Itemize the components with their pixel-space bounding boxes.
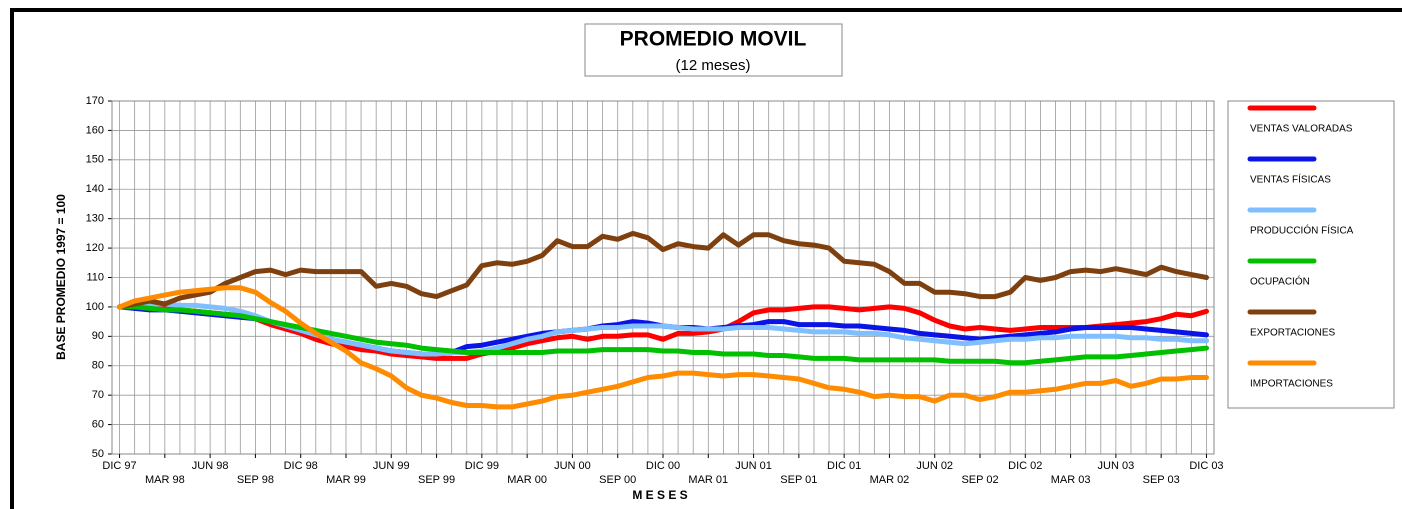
legend-label: EXPORTACIONES: [1250, 328, 1336, 339]
y-tick-label: 70: [92, 389, 104, 401]
legend-label: IMPORTACIONES: [1250, 379, 1333, 390]
x-tick-label: JUN 02: [916, 460, 953, 472]
legend-box: [1227, 100, 1395, 409]
x-tick-label: DIC 99: [465, 460, 499, 472]
y-tick-label: 160: [86, 124, 104, 136]
x-tick-label: MAR 98: [145, 474, 185, 486]
y-tick-label: 100: [86, 301, 104, 313]
x-tick-label: DIC 03: [1189, 460, 1223, 472]
y-tick-label: 130: [86, 213, 104, 225]
y-tick-label: 60: [92, 418, 104, 430]
legend-label: PRODUCCIÓN FÍSICA: [1250, 224, 1354, 237]
x-tick-label: MAR 99: [326, 474, 366, 486]
x-tick-label: SEP 98: [237, 474, 274, 486]
legend-label: VENTAS VALORADAS: [1250, 124, 1353, 135]
x-tick-label: SEP 99: [418, 474, 455, 486]
y-tick-label: 90: [92, 330, 104, 342]
x-tick-label: SEP 03: [1143, 474, 1180, 486]
x-tick-label: MAR 03: [1051, 474, 1091, 486]
x-tick-label: MAR 00: [507, 474, 547, 486]
x-tick-label: JUN 03: [1098, 460, 1135, 472]
x-tick-label: JUN 01: [735, 460, 772, 472]
y-tick-label: 80: [92, 360, 104, 372]
y-tick-label: 50: [92, 448, 104, 460]
chart-subtitle: (12 meses): [675, 57, 750, 74]
y-tick-label: 150: [86, 154, 104, 166]
y-tick-label: 140: [86, 183, 104, 195]
x-tick-label: SEP 02: [961, 474, 998, 486]
x-tick-label: DIC 02: [1008, 460, 1042, 472]
title-box: [584, 23, 843, 77]
legend-label: OCUPACIÓN: [1250, 275, 1310, 288]
series-line: [117, 304, 1209, 366]
y-tick-label: 120: [86, 242, 104, 254]
legend-label: VENTAS FÍSICAS: [1250, 173, 1331, 186]
series-line: [117, 301, 1209, 357]
x-tick-label: JUN 99: [373, 460, 410, 472]
x-tick-label: MAR 02: [870, 474, 910, 486]
y-tick-label: 110: [86, 271, 104, 283]
series-line: [117, 285, 1209, 410]
x-tick-label: SEP 00: [599, 474, 636, 486]
x-axis-title: M E S E S: [632, 488, 687, 502]
x-tick-label: DIC 98: [284, 460, 318, 472]
x-tick-label: JUN 00: [554, 460, 591, 472]
chart-title: PROMEDIO MOVIL: [620, 28, 807, 51]
y-axis-title: BASE PROMEDIO 1997 = 100: [54, 194, 68, 360]
x-tick-label: JUN 98: [192, 460, 229, 472]
x-tick-label: MAR 01: [688, 474, 728, 486]
x-tick-label: DIC 00: [646, 460, 680, 472]
series-line: [117, 230, 1209, 310]
x-tick-label: SEP 01: [780, 474, 817, 486]
x-tick-label: DIC 97: [102, 460, 136, 472]
x-tick-label: DIC 01: [827, 460, 861, 472]
y-tick-label: 170: [86, 95, 104, 107]
series-line: [117, 304, 1209, 361]
